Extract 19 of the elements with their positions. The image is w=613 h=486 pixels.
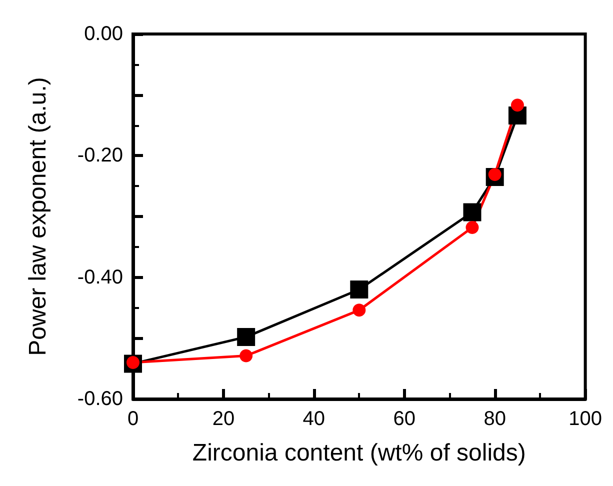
x-tick-label: 80 [484,408,506,430]
point [510,98,524,112]
point [352,304,366,317]
point [350,280,368,298]
y-axis-title: Power law exponent (a.u.) [24,77,52,356]
point [237,328,256,346]
y-tick-label: -0.40 [77,266,123,288]
y-tick-label: 0.00 [84,23,123,45]
point [463,203,482,222]
x-tick-label: 60 [393,408,416,430]
x-axis-title: Zirconia content (wt% of solids) [192,440,526,466]
x-tick-label: 100 [568,408,602,430]
y-tick-label: -0.20 [77,144,123,167]
point [240,349,253,362]
x-tick-label: 40 [302,408,326,430]
y-tick-label: -0.60 [77,388,123,410]
x-tick-label: 20 [212,408,235,430]
point [466,220,479,234]
x-tick-label: 0 [127,408,139,430]
